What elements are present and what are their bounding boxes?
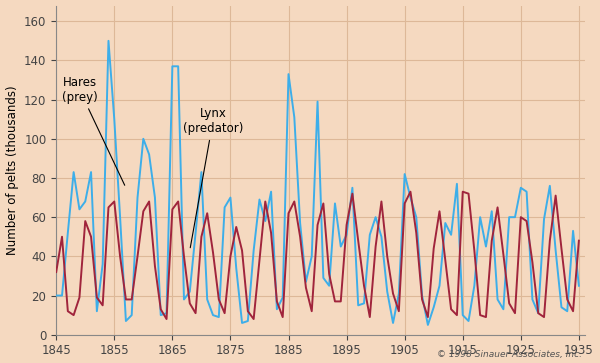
Text: © 1998 Sinauer Associates, Inc.: © 1998 Sinauer Associates, Inc. [437,350,582,359]
Text: Hares
(prey): Hares (prey) [62,76,125,185]
Y-axis label: Number of pelts (thousands): Number of pelts (thousands) [5,85,19,255]
Text: Lynx
(predator): Lynx (predator) [183,107,243,248]
